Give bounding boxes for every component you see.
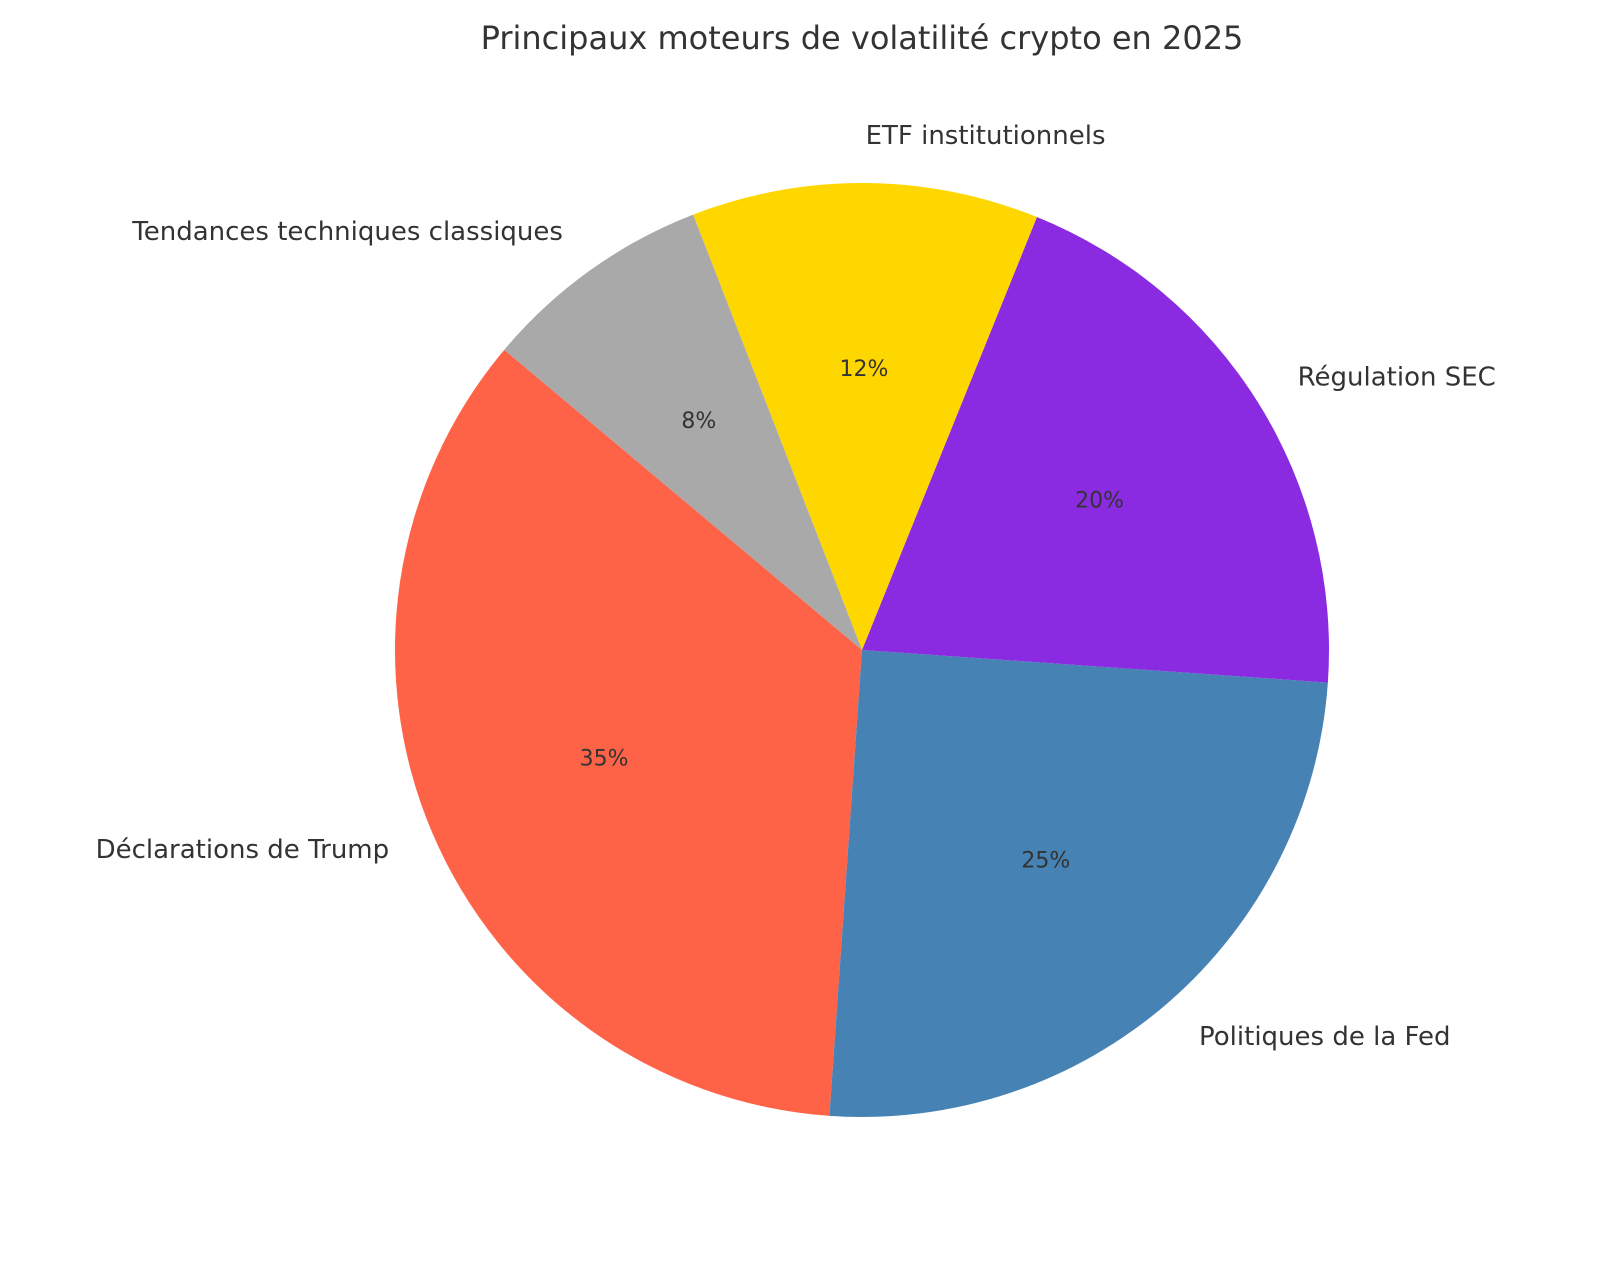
- pie-slice: [829, 650, 1328, 1118]
- value-label: 25%: [1021, 848, 1070, 873]
- value-label: 12%: [840, 357, 889, 382]
- value-label: 8%: [681, 409, 716, 434]
- chart-title: Principaux moteurs de volatilité crypto …: [481, 19, 1244, 57]
- pie-slice: [693, 183, 1037, 651]
- slice-label: ETF institutionnels: [866, 121, 1106, 151]
- value-label: 20%: [1075, 489, 1124, 514]
- slice-label: Politiques de la Fed: [1199, 1022, 1451, 1052]
- slice-label: Tendances techniques classiques: [131, 217, 563, 247]
- pie-slice: [504, 214, 862, 650]
- slice-label: Déclarations de Trump: [96, 835, 390, 865]
- pie-slice: [862, 217, 1329, 683]
- pie-slice: [395, 349, 862, 1116]
- value-label: 35%: [580, 746, 629, 771]
- slice-label: Régulation SEC: [1298, 362, 1496, 392]
